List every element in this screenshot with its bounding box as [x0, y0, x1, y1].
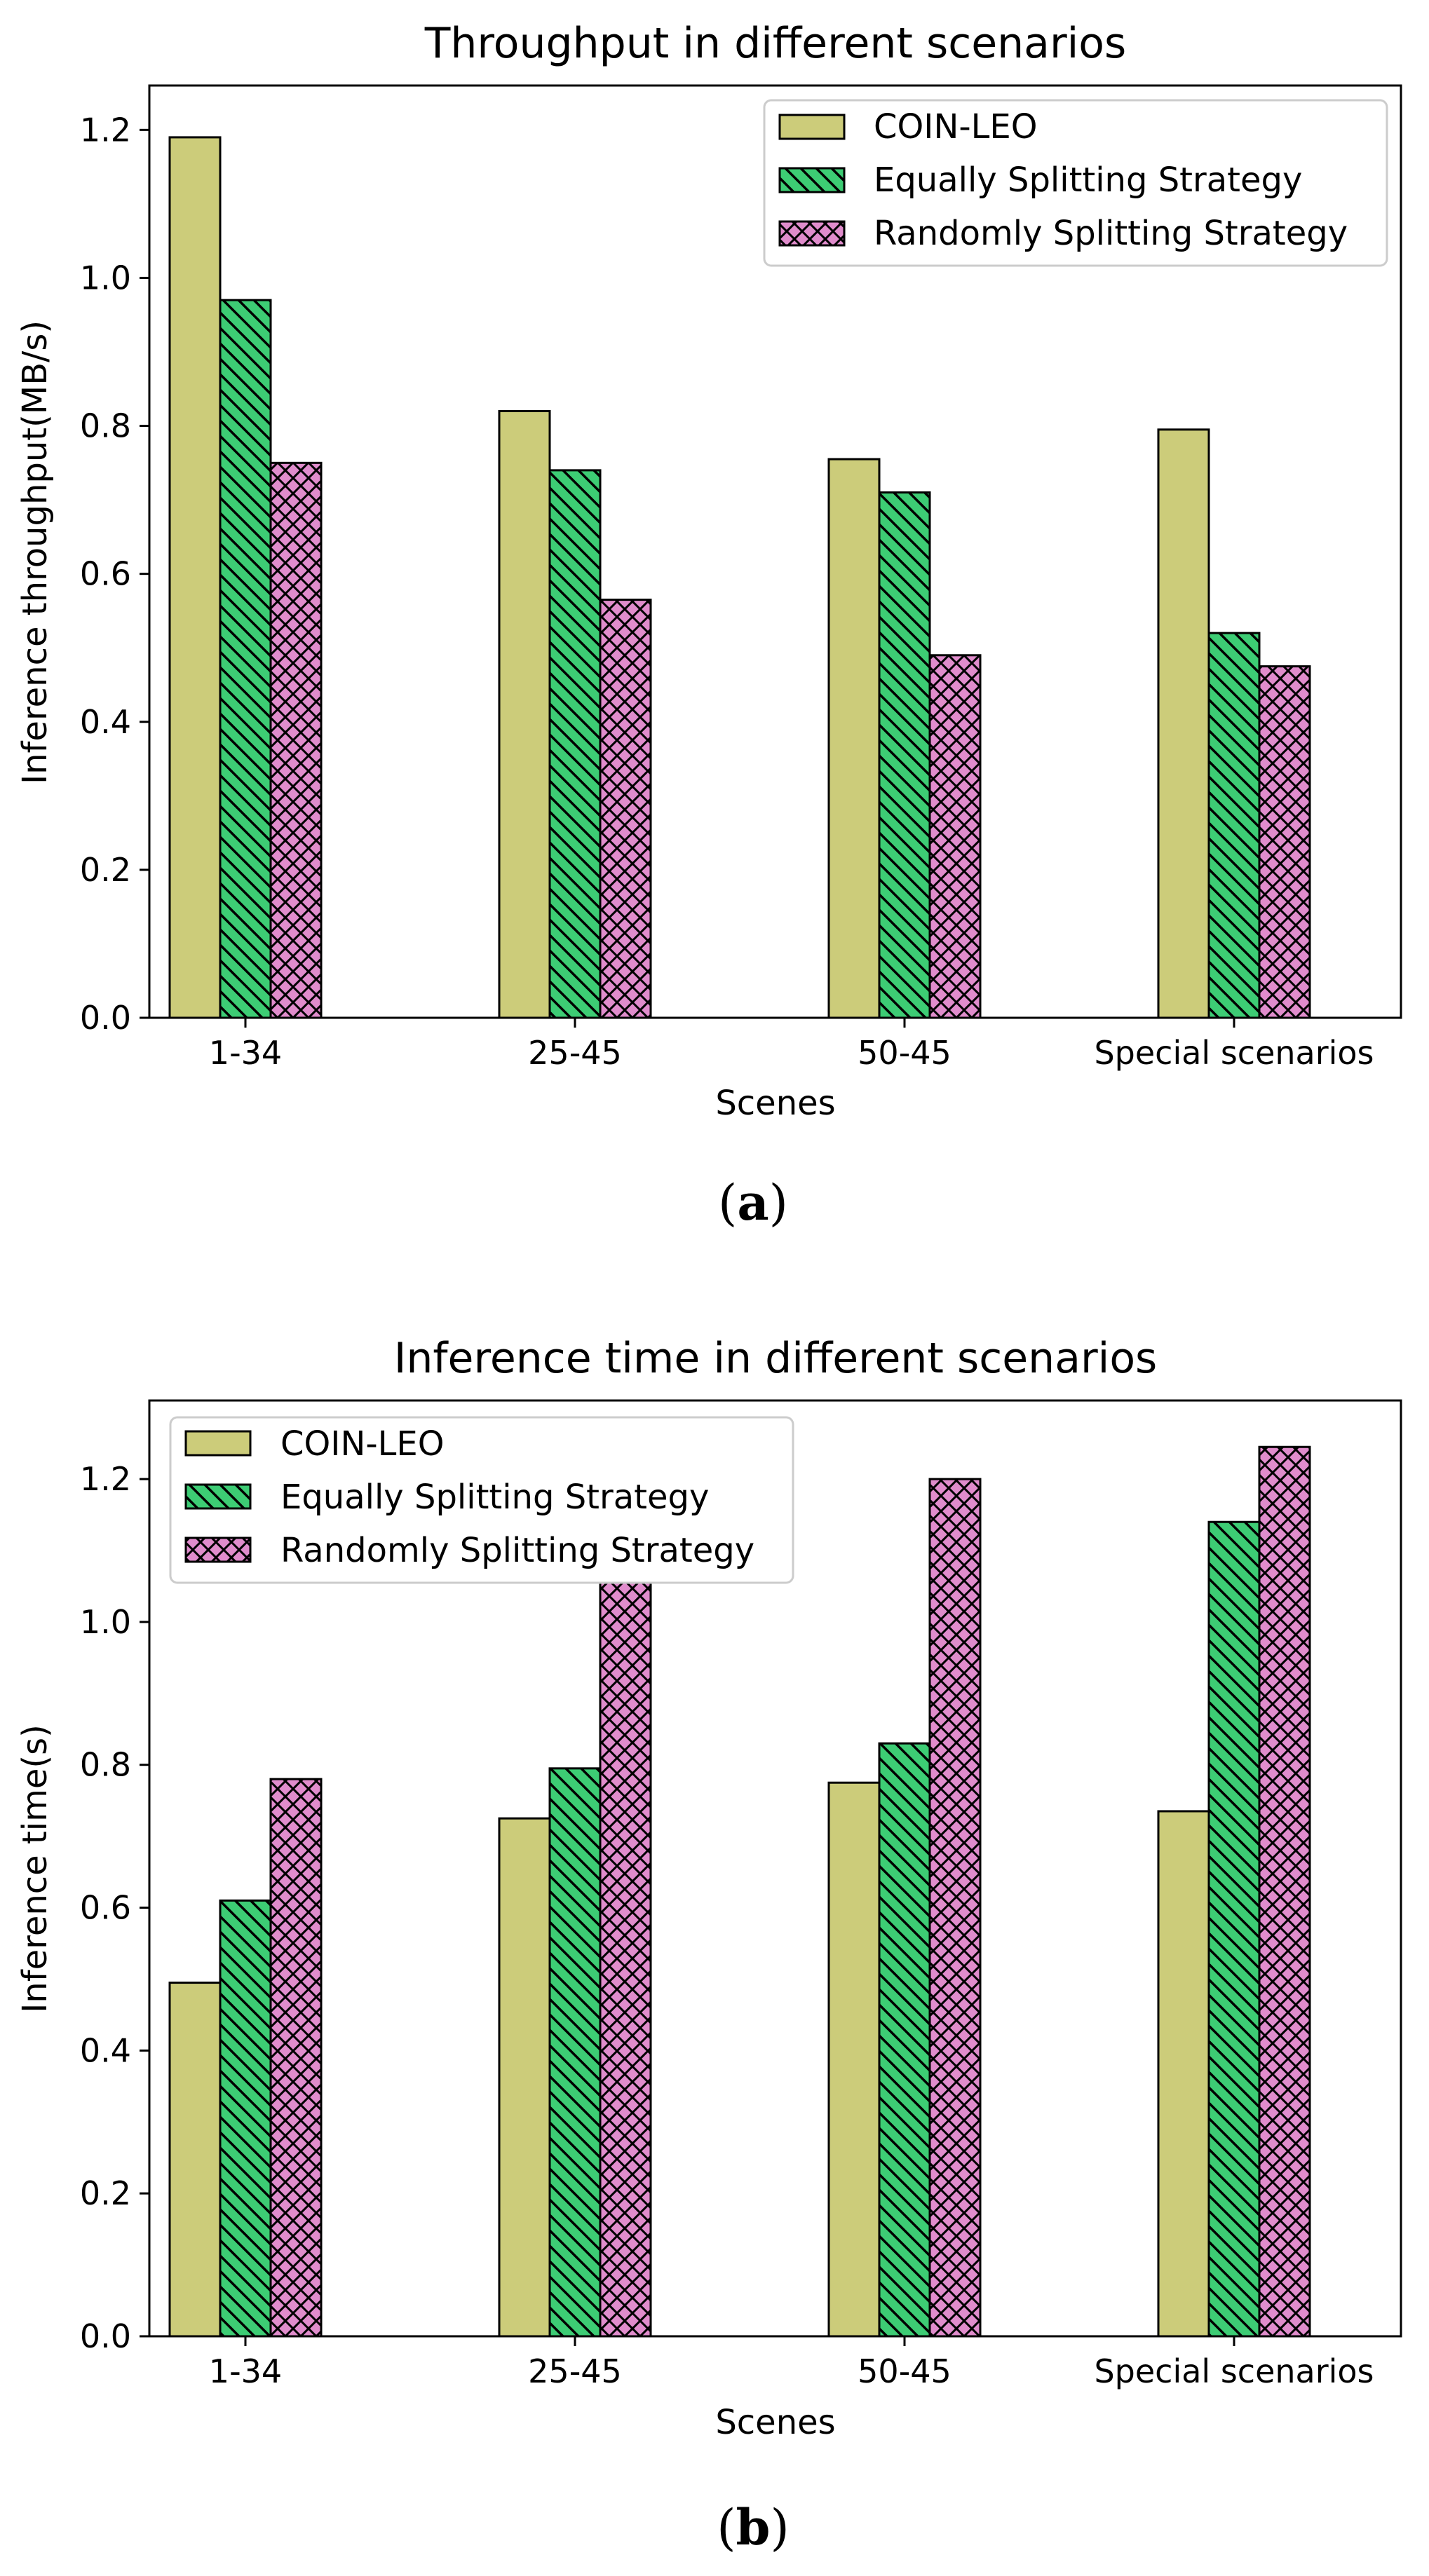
bar-equally-splitting-4 [1207, 632, 1261, 1019]
y-tick-label: 1.0 [80, 259, 131, 297]
legend-label-equally: Equally Splitting Strategy [874, 161, 1302, 200]
x-tick-label: 50-45 [858, 2352, 951, 2390]
x-axis: 1-34 25-45 50-45 Special scenarios [209, 1018, 1374, 1072]
y-tick-label: 0.4 [80, 2031, 131, 2069]
legend: COIN-LEO Equally Splitting Strategy Rand… [763, 99, 1388, 267]
legend: COIN-LEO Equally Splitting Strategy Rand… [169, 1416, 794, 1584]
legend-box [763, 99, 1388, 267]
bar-coin-leo-1 [168, 1982, 222, 2338]
chart-title: Inference time in different scenarios [394, 1334, 1158, 1383]
x-tick-label: Special scenarios [1094, 1034, 1374, 1072]
throughput-chart: Throughput in different scenarios 0.0 0.2… [15, 19, 1402, 1232]
x-tick-label: 25-45 [528, 2352, 622, 2390]
y-axis: 0.0 0.2 0.4 0.6 0.8 1.0 1.2 [80, 1460, 149, 2355]
x-tick-label: 50-45 [858, 1034, 951, 1072]
x-axis-label: Scenes [715, 1084, 835, 1123]
x-tick-label: 1-34 [209, 2352, 282, 2390]
y-tick-label: 0.4 [80, 703, 131, 741]
bar-randomly-splitting-3 [928, 654, 982, 1019]
legend-swatch-coin-leo [778, 114, 846, 140]
panel-letter: a [737, 1173, 768, 1232]
bar-coin-leo-1 [168, 136, 222, 1019]
bar-equally-splitting-1 [219, 299, 272, 1019]
legend-box [169, 1416, 794, 1584]
y-tick-label: 0.2 [80, 2174, 131, 2212]
bar-coin-leo-3 [827, 1781, 881, 2338]
inference-time-chart: Inference time in different scenarios 0.… [15, 1334, 1402, 2556]
bar-equally-splitting-4 [1207, 1520, 1261, 2338]
y-tick-label: 0.0 [80, 999, 131, 1037]
legend-swatch-coin-leo [184, 1430, 252, 1457]
bar-coin-leo-2 [498, 1817, 551, 2338]
y-tick-label: 0.6 [80, 1889, 131, 1927]
y-tick-label: 1.2 [80, 1460, 131, 1498]
bar-equally-splitting-2 [548, 469, 602, 1019]
plot-frame [148, 1399, 1402, 2338]
legend-label-randomly: Randomly Splitting Strategy [280, 1531, 754, 1570]
bar-randomly-splitting-4 [1258, 1445, 1311, 2338]
bar-randomly-splitting-4 [1258, 665, 1311, 1019]
bar-equally-splitting-1 [219, 1899, 272, 2338]
legend-swatch-randomly [778, 220, 846, 247]
x-axis-label: Scenes [715, 2403, 835, 2442]
legend-swatch-equally [184, 1483, 252, 1510]
legend-label-equally: Equally Splitting Strategy [280, 1478, 709, 1517]
x-tick-label: 25-45 [528, 1034, 622, 1072]
bar-coin-leo-4 [1157, 1810, 1210, 2338]
bar-equally-splitting-2 [548, 1767, 602, 2338]
panel-letter: b [736, 2498, 771, 2556]
y-axis-label: Inference throughput(MB/s) [15, 320, 55, 784]
panel-label-a: (a) [718, 1173, 788, 1232]
bar-equally-splitting-3 [878, 491, 931, 1019]
bar-coin-leo-2 [498, 409, 551, 1019]
legend-swatch-randomly [184, 1536, 252, 1563]
legend-label-coin-leo: COIN-LEO [874, 107, 1038, 146]
bar-randomly-splitting-2 [599, 1563, 652, 2338]
x-tick-label: Special scenarios [1094, 2352, 1374, 2390]
y-tick-label: 0.0 [80, 2317, 131, 2355]
panel-label-b: (b) [717, 2498, 790, 2556]
bars [168, 136, 1311, 1019]
y-tick-label: 1.2 [80, 111, 131, 149]
y-tick-label: 0.6 [80, 555, 131, 593]
y-axis: 0.0 0.2 0.4 0.6 0.8 1.0 1.2 [80, 111, 149, 1037]
y-tick-label: 0.2 [80, 851, 131, 889]
legend-label-coin-leo: COIN-LEO [280, 1424, 445, 1464]
chart-title: Throughput in different scenarios [424, 19, 1127, 68]
bar-equally-splitting-3 [878, 1742, 931, 2338]
y-axis-label: Inference time(s) [15, 1724, 55, 2013]
x-tick-label: 1-34 [209, 1034, 282, 1072]
bar-randomly-splitting-1 [269, 1778, 323, 2338]
legend-swatch-equally [778, 167, 846, 193]
bar-coin-leo-4 [1157, 428, 1210, 1019]
bar-randomly-splitting-2 [599, 599, 652, 1019]
bar-randomly-splitting-1 [269, 461, 323, 1019]
bar-randomly-splitting-3 [928, 1478, 982, 2338]
y-tick-label: 0.8 [80, 1746, 131, 1784]
bars [168, 1445, 1311, 2338]
legend-label-randomly: Randomly Splitting Strategy [874, 214, 1348, 253]
x-axis: 1-34 25-45 50-45 Special scenarios [209, 2336, 1374, 2390]
plot-frame [148, 84, 1402, 1019]
bar-coin-leo-3 [827, 458, 881, 1019]
y-tick-label: 1.0 [80, 1603, 131, 1641]
y-tick-label: 0.8 [80, 407, 131, 445]
